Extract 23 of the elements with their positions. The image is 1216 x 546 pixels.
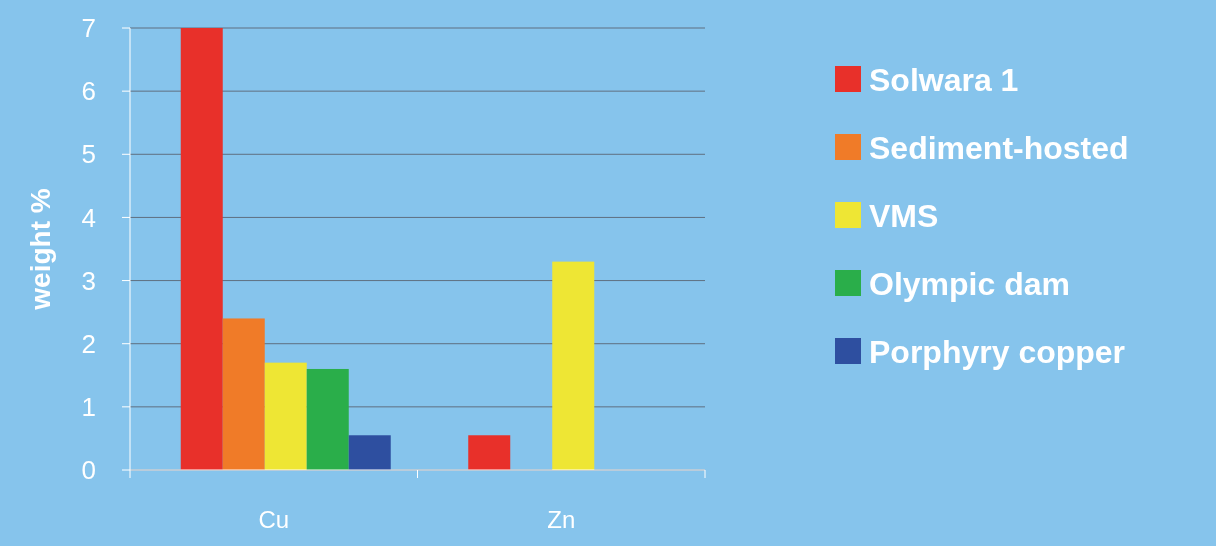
bar (264, 362, 307, 470)
x-tick-label: Zn (547, 506, 576, 533)
y-tick-label: 4 (81, 202, 96, 233)
legend-label: Olympic dam (869, 266, 1070, 303)
bar (222, 318, 265, 470)
legend-label: Sediment-hosted (869, 130, 1129, 167)
y-tick-label: 3 (81, 265, 96, 296)
y-tick-label: 2 (81, 328, 96, 359)
legend-label: Solwara 1 (869, 62, 1019, 99)
y-tick-label: 5 (81, 139, 96, 170)
bar (180, 28, 223, 470)
bar (468, 435, 511, 470)
y-axis-title: weight % (25, 188, 56, 311)
bar (306, 368, 349, 470)
y-tick-label: 1 (81, 391, 96, 422)
y-tick-label: 6 (81, 76, 96, 107)
x-tick-label: Cu (258, 506, 290, 533)
legend-label: Porphyry copper (869, 334, 1126, 371)
y-tick-label: 0 (81, 455, 96, 486)
legend-label: VMS (869, 198, 939, 235)
bar (552, 261, 595, 470)
y-tick-label: 7 (81, 13, 96, 44)
bar (348, 435, 391, 470)
